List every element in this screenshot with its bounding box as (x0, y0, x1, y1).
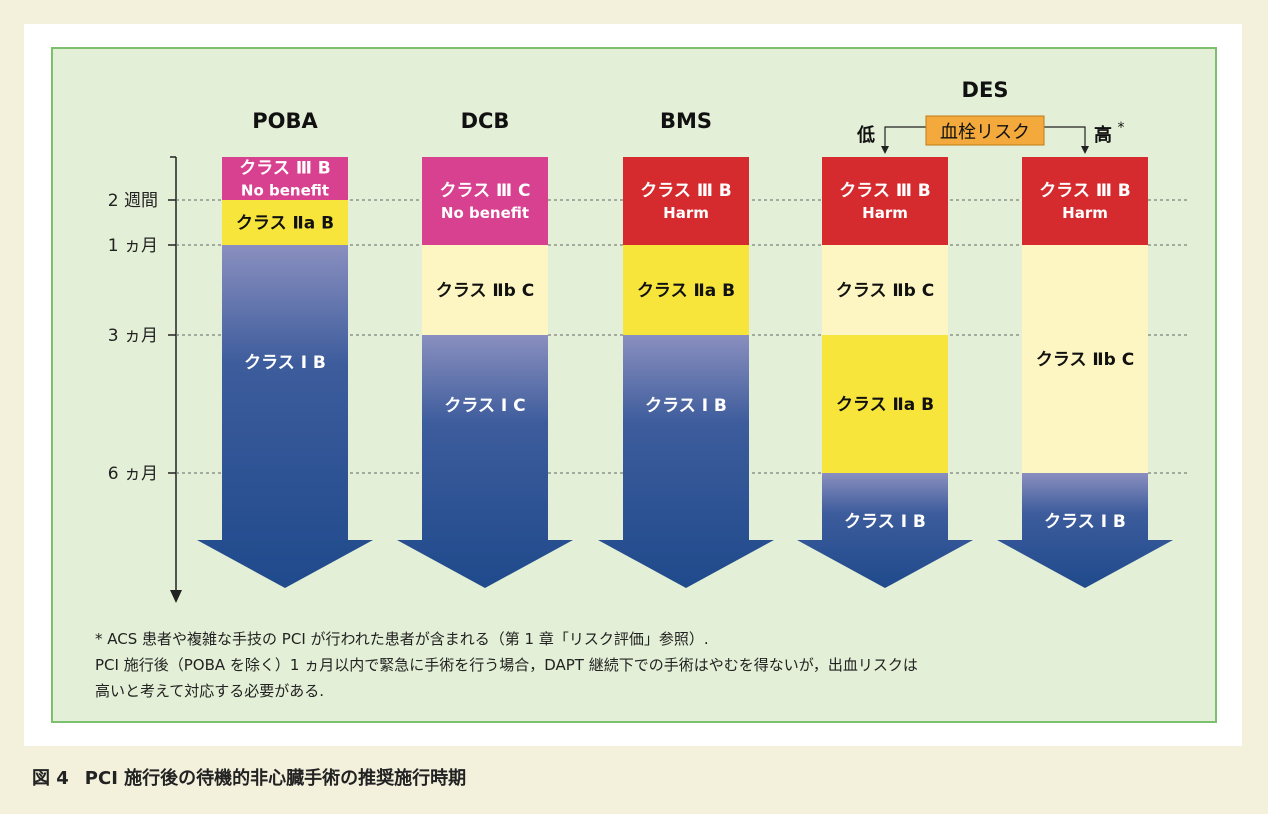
risk-arrowhead-low (881, 146, 889, 154)
band-label: クラス Ⅱa B (236, 214, 334, 234)
risk-arrow-high (1044, 126, 1086, 148)
time-tick-label: 3 ヵ月 (108, 326, 158, 346)
band-label: クラス Ⅰ B (1044, 512, 1126, 532)
figure-caption: 図 4 PCI 施行後の待機的非心臓手術の推奨施行時期 (32, 764, 482, 790)
arrow-band-des-low (797, 473, 973, 588)
band-label: クラス Ⅲ B (1039, 181, 1131, 201)
band-label: クラス Ⅰ C (444, 396, 525, 416)
risk-arrowhead-high (1081, 146, 1089, 154)
arrow-band-des-high (997, 473, 1173, 588)
footnotes: * ACS 患者や複雑な手技の PCI が行われた患者が含まれる（第 1 章「リ… (95, 626, 1195, 704)
band-label: クラス Ⅰ B (844, 512, 926, 532)
band-label: No benefit (441, 204, 529, 222)
band-label: No benefit (241, 182, 329, 200)
band-label: クラス Ⅲ B (239, 159, 331, 179)
thrombus-risk-label: 血栓リスク (940, 122, 1030, 143)
arrow-band-bms (598, 335, 774, 588)
column-header-poba: POBA (252, 109, 318, 133)
band-label: Harm (1062, 204, 1108, 222)
band-label: Harm (663, 204, 709, 222)
band-label: クラス Ⅰ B (244, 353, 326, 373)
band-des-low (822, 335, 948, 473)
risk-arrow-low (884, 126, 926, 148)
band-label: クラス Ⅱa B (637, 281, 735, 301)
band-bms (623, 157, 749, 245)
column-header-bms: BMS (660, 109, 712, 133)
time-tick-label: 2 週間 (108, 191, 158, 211)
band-dcb (422, 245, 548, 335)
band-label: クラス Ⅱb C (836, 281, 934, 301)
band-des-low (822, 245, 948, 335)
band-label: クラス Ⅱb C (436, 281, 534, 301)
band-des-low (822, 157, 948, 245)
footnote-line: * ACS 患者や複雑な手技の PCI が行われた患者が含まれる（第 1 章「リ… (95, 630, 709, 648)
column-header-dcb: DCB (461, 109, 510, 133)
arrow-band-poba (197, 245, 373, 588)
band-label: クラス Ⅱa B (836, 395, 934, 415)
figure-number: 図 4 (32, 768, 69, 789)
band-bms (623, 245, 749, 335)
footnote-line: 高いと考えて対応する必要がある. (95, 682, 325, 700)
des-header: DES (962, 78, 1009, 102)
band-label: クラス Ⅱb C (1036, 350, 1134, 370)
band-poba (222, 157, 348, 200)
band-des-high (1022, 157, 1148, 245)
time-axis-arrowhead (170, 590, 182, 603)
band-dcb (422, 157, 548, 245)
risk-high-label: 高 (1094, 124, 1112, 146)
band-label: Harm (862, 204, 908, 222)
arrow-band-dcb (397, 335, 573, 588)
band-label: クラス Ⅲ B (640, 181, 732, 201)
footnote-line: PCI 施行後（POBA を除く）1 ヵ月以内で緊急に手術を行う場合，DAPT … (95, 656, 918, 674)
band-label: クラス Ⅰ B (645, 396, 727, 416)
band-label: クラス Ⅲ C (439, 181, 530, 201)
time-tick-label: 1 ヵ月 (108, 236, 158, 256)
risk-low-label: 低 (856, 124, 875, 146)
band-des-high (1022, 245, 1148, 473)
figure-title: PCI 施行後の待機的非心臓手術の推奨施行時期 (84, 768, 467, 789)
time-tick-label: 6 ヵ月 (108, 464, 158, 484)
thrombus-risk-box (925, 115, 1045, 146)
band-poba (222, 200, 348, 245)
risk-high-footnote-mark: * (1118, 120, 1125, 136)
band-label: クラス Ⅲ B (839, 181, 931, 201)
